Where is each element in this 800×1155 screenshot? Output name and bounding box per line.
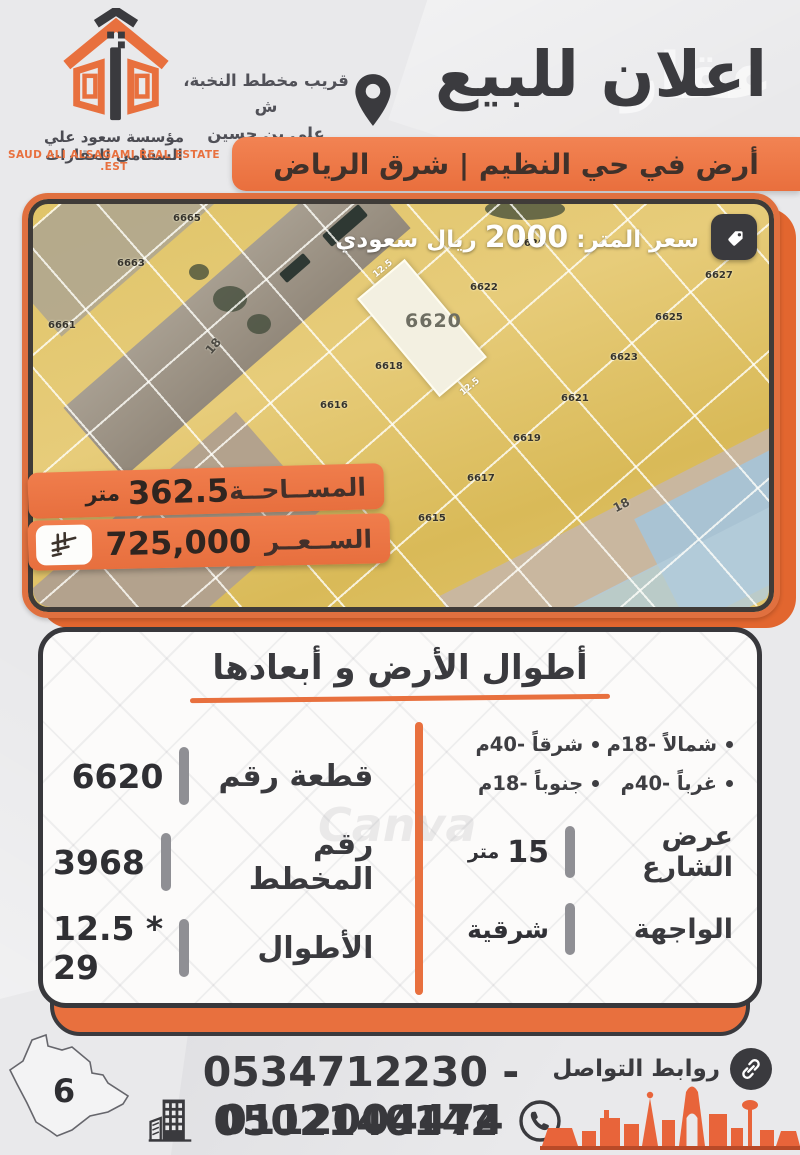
company-name-arabic: مؤسسة سعود علي السقامي للعقارات [43,128,185,164]
area-value-group: 362.5 متر [85,471,230,513]
facade-row: الواجهة شرقية [467,903,733,955]
bullet-icon [726,780,733,787]
district-banner: أرض في حي النظيم | شرق الرياض [232,137,800,191]
phone-number-secondary: 0502140142 [213,1097,499,1145]
parcel-number: 6626 [517,238,545,249]
dimensions-title: أطوال الأرض و أبعادها [212,648,588,688]
contact-links-label: روابط التواصل [552,1056,720,1082]
title-underline [189,693,611,704]
contact-links-row: روابط التواصل [552,1048,772,1090]
link-icon [730,1048,772,1090]
price-tag-icon [711,214,757,260]
riyadh-skyline-illustration [540,1076,800,1155]
plan-number-value: 3968 [53,842,145,882]
dimensions-columns: شمالاً -18م شرقاً -40م غرباً -40م جنوباً… [43,707,757,987]
side-south-label: جنوباً -18م [478,772,584,795]
area-unit: متر [84,481,121,507]
parcel-number: 6623 [610,352,638,363]
parcel-number: 6622 [470,282,498,293]
parcel-number: 6661 [48,320,76,331]
parcel-number: 6665 [173,213,201,224]
parcel-number: 6615 [418,513,446,524]
district-banner-text: أرض في حي النظيم | شرق الرياض [273,147,759,181]
side-lengths-grid: شمالاً -18م شرقاً -40م غرباً -40م جنوباً… [469,733,733,795]
plot-number-value: 6620 [71,756,164,796]
side-east: شرقاً -40م [469,733,600,756]
location-pin-icon [352,72,394,132]
parcel-number: 6663 [117,258,145,269]
plot-number-row: قطعة رقم 6620 [53,745,373,807]
company-logo-house-icon [52,5,180,130]
canva-watermark: Canva [318,798,477,852]
aqar-watermark: عقار [622,40,773,114]
side-west-label: غرباً -40م [620,772,717,795]
price-per-meter-text: سعر المتر: 2000 ريال سعودي [335,220,699,255]
parcel-number: 6627 [705,270,733,281]
street-width-row: عرض الشارع 15 متر [468,821,733,883]
price-per-meter-row: سعر المتر: 2000 ريال سعودي [335,214,757,260]
highlighted-plot-number: 6620 [405,310,462,332]
separator-bar [179,919,190,977]
price-value: 2000 [484,219,569,255]
side-east-label: شرقاً -40م [475,733,584,756]
parcel-number: 6616 [320,400,348,411]
plot-number-label: قطعة رقم [218,758,374,794]
phone-numbers-primary: 0534712230 - 0112004474 [202,1048,520,1144]
separator-bar [565,826,575,878]
company-name-english: SAUD ALI ALSAGAMI REAL ESTATE EST. [8,149,220,173]
center-divider [415,722,423,995]
side-south: جنوباً -18م [469,772,600,795]
area-label: المســاحــة [228,472,367,505]
plan-number-row: رقم المخطط 3968 [53,827,373,897]
price-banner: الســعــر 725,000 [27,513,391,571]
sides-column: شمالاً -18م شرقاً -40م غرباً -40م جنوباً… [421,707,757,979]
side-north-label: شمالاً -18م [606,733,717,756]
whatsapp-phone-icon [517,1098,563,1144]
lengths-label: الأطوال [257,930,374,966]
lengths-value: 12.5 * 29 [53,909,164,987]
building-icon [145,1094,195,1148]
parcel-number: 6625 [655,312,683,323]
facade-value-group: شرقية [467,915,549,944]
plan-number-label: رقم المخطط [248,827,374,897]
bullet-icon [592,780,600,787]
facade-label: الواجهة [633,913,733,945]
facade-value: شرقية [467,914,549,944]
parcel-number: 6621 [561,393,589,404]
region-number: 6 [53,1072,75,1110]
total-price-value: 725,000 [105,522,252,564]
satellite-map: 6620 12.5 12.5 18 18 6665 6663 6661 6626… [22,193,780,618]
total-price-label: الســعــر [264,524,373,556]
page-title: اعلان للبيع [434,38,768,111]
bullet-icon [726,741,733,748]
separator-bar [565,903,575,955]
total-price-group: 725,000 [105,522,252,563]
saudi-riyal-symbol-icon [35,524,93,566]
street-width-value-group: 15 متر [468,835,549,870]
side-west: غرباً -40م [603,772,733,795]
dimensions-box: أطوال الأرض و أبعادها شمالاً -18م شرقاً … [38,627,762,1008]
price-label: سعر المتر: [576,226,699,253]
address-line-1: قريب مخطط النخبة، ش [183,71,349,117]
parcel-number: 6618 [375,361,403,372]
area-value: 362.5 [127,471,230,513]
price-suffix: ريال سعودي [335,226,477,253]
street-width-unit: متر [467,841,500,863]
lengths-row: الأطوال 12.5 * 29 [53,909,374,987]
saudi-arabia-map-outline: 6 [2,1030,140,1155]
phone-number-secondary-row: 0502140142 [149,1094,561,1148]
street-width-label: عرض الشارع [642,821,733,883]
street-width-value: 15 [507,834,549,870]
bullet-icon [592,741,600,748]
numbers-column: قطعة رقم 6620 رقم المخطط 3968 الأطوال 12… [43,707,421,987]
side-north: شمالاً -18م [603,733,733,756]
parcel-number: 6617 [467,473,495,484]
separator-bar [160,833,171,891]
separator-bar [179,747,190,805]
parcel-number: 6619 [513,433,541,444]
